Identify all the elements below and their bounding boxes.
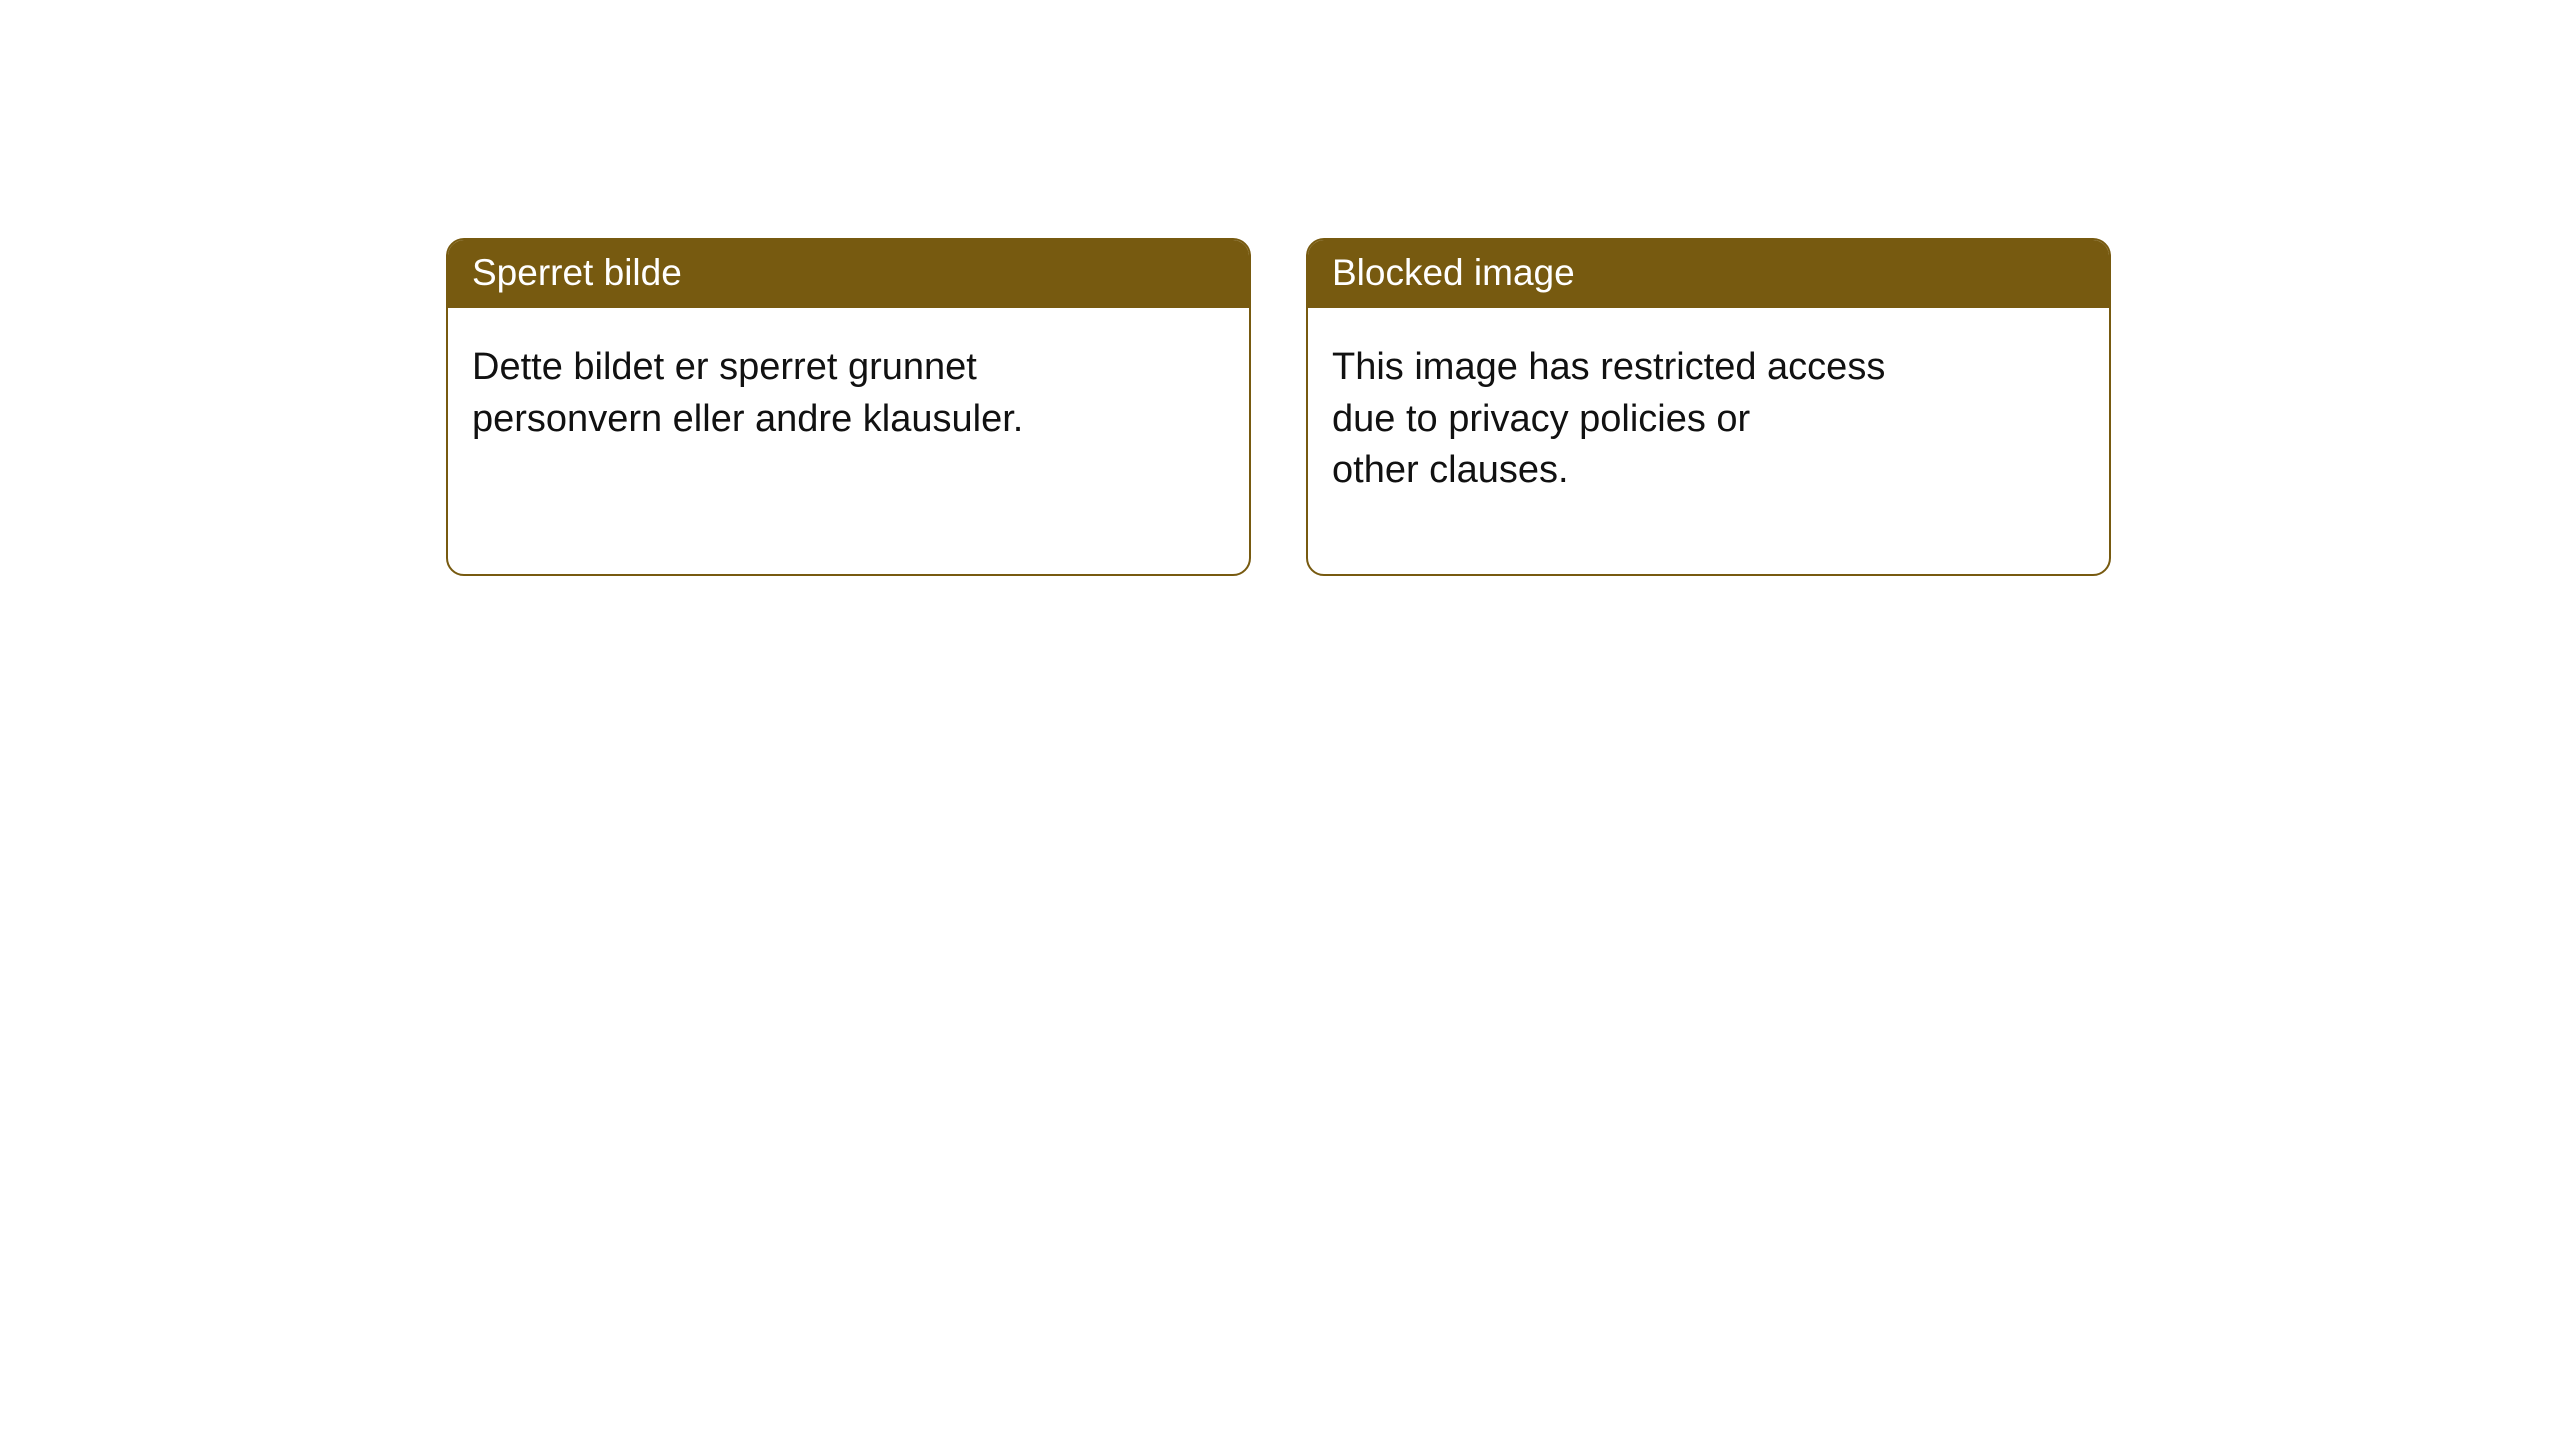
- notice-container: Sperret bilde Dette bildet er sperret gr…: [0, 0, 2560, 576]
- notice-title-norwegian: Sperret bilde: [448, 240, 1249, 308]
- notice-card-norwegian: Sperret bilde Dette bildet er sperret gr…: [446, 238, 1251, 576]
- notice-title-english: Blocked image: [1308, 240, 2109, 308]
- notice-body-english: This image has restricted access due to …: [1308, 308, 2109, 574]
- notice-card-english: Blocked image This image has restricted …: [1306, 238, 2111, 576]
- notice-body-norwegian: Dette bildet er sperret grunnet personve…: [448, 308, 1249, 523]
